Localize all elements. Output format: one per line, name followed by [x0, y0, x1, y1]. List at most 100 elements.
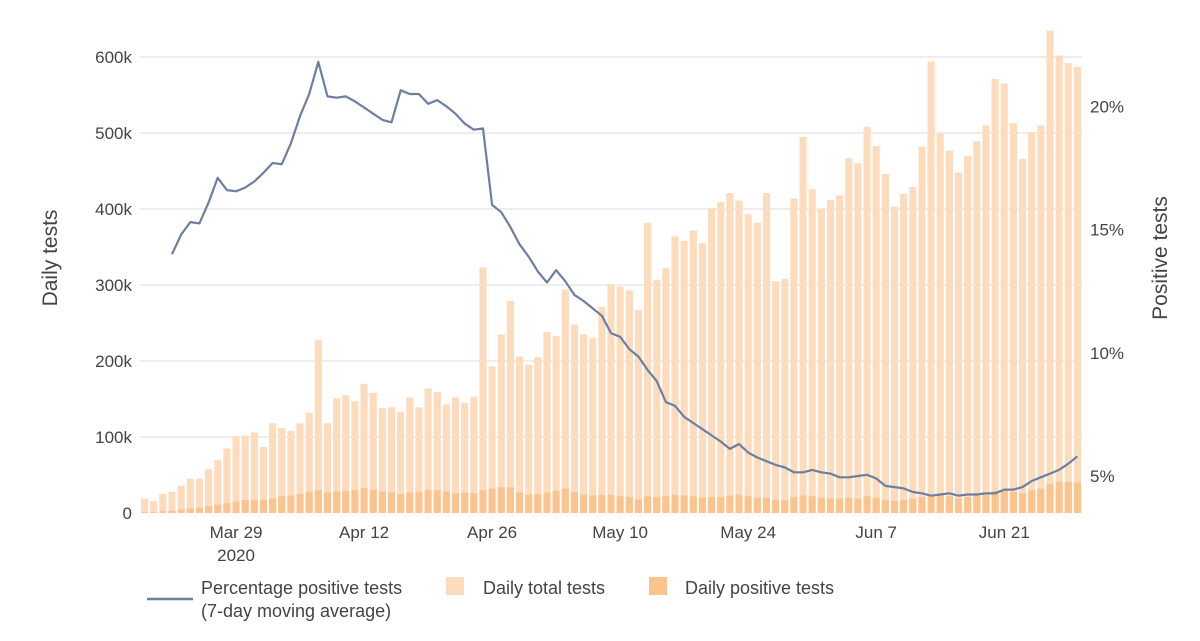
positive-tests-bar — [562, 489, 569, 513]
positive-tests-bar — [434, 490, 441, 513]
positive-tests-bar — [607, 495, 614, 513]
positive-tests-bar — [205, 506, 212, 513]
x-tick-label: Jun 7 — [855, 523, 897, 542]
positive-tests-bar — [635, 499, 642, 513]
positive-tests-bar — [251, 500, 258, 513]
positive-tests-bar — [598, 495, 605, 513]
right-axis-title: Positive tests — [1149, 196, 1172, 320]
positive-tests-bar — [507, 487, 514, 513]
total-tests-bar — [781, 279, 788, 513]
total-tests-bar — [964, 156, 971, 513]
total-tests-bar — [553, 336, 560, 513]
total-tests-bar — [918, 147, 925, 513]
positive-tests-bar — [315, 490, 322, 513]
positive-tests-bar — [479, 490, 486, 513]
positive-tests-bar — [370, 489, 377, 513]
positive-tests-bar — [543, 492, 550, 513]
positive-tests-bar — [1074, 483, 1081, 513]
positive-tests-bar — [168, 511, 175, 513]
total-tests-bar — [708, 208, 715, 513]
total-tests-bar — [717, 202, 724, 513]
total-tests-bar — [168, 492, 175, 513]
positive-tests-bar — [397, 494, 404, 513]
positive-tests-bar — [388, 492, 395, 513]
positive-tests-bar — [296, 494, 303, 513]
positive-tests-bar — [287, 496, 294, 513]
positive-tests-bar — [361, 488, 368, 513]
total-tests-bar — [1037, 125, 1044, 513]
chart: 0100k200k300k400k500k600k 5%10%15%20% Ma… — [0, 0, 1200, 641]
y-tick-label: 100k — [95, 428, 132, 447]
total-tests-bar — [498, 334, 505, 513]
x-axis-ticks: Mar 29 2020 Apr 12 Apr 26 May 10 May 24 Jun 7 J… — [210, 523, 1030, 565]
total-tests-bar — [589, 338, 596, 513]
total-tests-bar — [726, 193, 733, 513]
total-tests-bar — [754, 223, 761, 513]
positive-tests-bar — [882, 500, 889, 513]
positive-tests-bar — [580, 495, 587, 513]
total-tests-bar — [1001, 84, 1008, 513]
positive-tests-bar — [589, 496, 596, 513]
positive-tests-bar — [717, 497, 724, 513]
positive-tests-bar — [909, 499, 916, 513]
total-tests-bar — [671, 236, 678, 513]
total-tests-bar — [809, 189, 816, 513]
positive-tests-bar — [653, 497, 660, 513]
total-tests-bar — [653, 280, 660, 513]
positive-tests-bar — [662, 496, 669, 513]
total-tests-bar — [1028, 132, 1035, 513]
positive-tests-bar — [461, 492, 468, 513]
positive-tests-bar — [708, 497, 715, 513]
total-tests-bar — [315, 340, 322, 513]
total-tests-bar — [479, 268, 486, 513]
y-tick-label: 500k — [95, 124, 132, 143]
total-tests-bar — [1074, 67, 1081, 513]
legend-line-label-part: (7-day moving average) — [201, 601, 391, 621]
total-tests-bar — [562, 290, 569, 513]
positive-tests-bar — [1019, 493, 1026, 513]
positive-tests-bar — [498, 487, 505, 513]
positive-tests-bar — [754, 498, 761, 513]
total-tests-bar — [534, 357, 541, 513]
positive-tests-bar — [187, 508, 194, 513]
total-tests-bar — [836, 195, 843, 513]
positive-tests-bar — [324, 492, 331, 513]
x-tick-sublabel: 2020 — [217, 546, 255, 565]
legend-positive-swatch — [649, 577, 667, 595]
positive-tests-bar — [516, 492, 523, 513]
total-tests-bar — [790, 198, 797, 513]
total-tests-bar — [571, 325, 578, 513]
positive-tests-bar — [379, 492, 386, 513]
legend-line-label: Percentage positive tests (7-day moving a… — [201, 578, 402, 621]
positive-tests-bar — [928, 495, 935, 513]
legend-line-label-part: Percentage positive tests — [201, 578, 402, 598]
total-tests-bar — [159, 494, 166, 513]
total-tests-bar — [662, 268, 669, 513]
total-tests-bar — [1046, 30, 1053, 513]
positive-tests-bar — [790, 497, 797, 513]
positive-tests-bar — [699, 498, 706, 513]
x-tick-label: Jun 21 — [979, 523, 1030, 542]
x-tick-label: Mar 29 — [210, 523, 263, 542]
x-tick-label: May 24 — [720, 523, 776, 542]
positive-tests-bar — [726, 496, 733, 513]
y2-tick-label: 15% — [1090, 221, 1124, 240]
total-tests-bar — [772, 281, 779, 513]
total-tests-bar — [626, 290, 633, 513]
positive-tests-bar — [223, 503, 230, 513]
positive-tests-bar — [900, 500, 907, 513]
y-tick-label: 300k — [95, 276, 132, 295]
total-tests-bar — [1065, 63, 1072, 513]
total-tests-bar — [745, 214, 752, 513]
total-tests-bar — [1056, 55, 1063, 513]
total-tests-bar — [845, 158, 852, 513]
positive-tests-bar — [1028, 490, 1035, 513]
positive-tests-bar — [854, 499, 861, 513]
positive-tests-bar — [571, 492, 578, 513]
total-tests-bar — [992, 79, 999, 513]
positive-tests-bar — [196, 508, 203, 513]
total-tests-bar — [955, 173, 962, 513]
total-tests-bar — [900, 194, 907, 513]
positive-tests-bar — [772, 500, 779, 513]
y2-tick-label: 10% — [1090, 344, 1124, 363]
